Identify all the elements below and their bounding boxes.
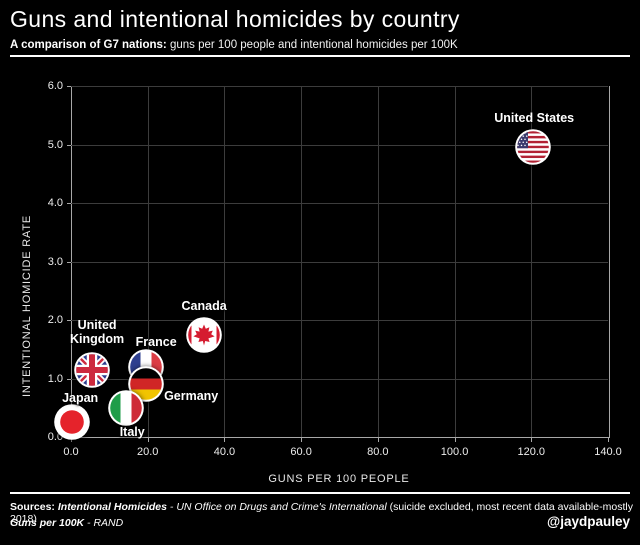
x-tick-100 xyxy=(454,438,456,442)
gridline-y-5 xyxy=(71,144,608,146)
country-label-united-kingdom: United Kingdom xyxy=(70,317,125,346)
de-flag-icon xyxy=(128,366,164,403)
us-flag-icon xyxy=(515,128,551,165)
x-tick-140 xyxy=(608,438,609,442)
x-tick-0 xyxy=(71,438,72,442)
x-tick-label: 100.0 xyxy=(440,446,469,458)
gridline-x-120 xyxy=(531,86,533,437)
x-tick-label: 60.0 xyxy=(290,446,312,458)
country-label-canada: Canada xyxy=(181,298,227,313)
sources-label: Sources: xyxy=(10,501,55,513)
x-tick-20 xyxy=(147,438,149,442)
source2-org: RAND xyxy=(93,517,124,529)
y-tick-3 xyxy=(67,261,71,263)
x-tick-label: 120.0 xyxy=(517,446,546,458)
source1-note: (suicide excluded, most recent data avai… xyxy=(10,501,633,525)
x-axis-title: GUNS PER 100 PEOPLE xyxy=(268,473,410,485)
gridline-y-3 xyxy=(71,261,608,263)
country-label-france: France xyxy=(135,334,177,349)
x-tick-label: 40.0 xyxy=(213,446,236,458)
y-tick-label: 1.0 xyxy=(47,372,63,385)
gridline-x-80 xyxy=(377,86,379,437)
x-tick-80 xyxy=(377,438,379,442)
page-subtitle: A comparison of G7 nations: guns per 100… xyxy=(10,39,458,51)
y-tick-6 xyxy=(67,86,71,87)
page-title: Guns and intentional homicides by countr… xyxy=(10,6,460,32)
gridline-y-6 xyxy=(71,86,608,87)
y-tick-label: 4.0 xyxy=(47,197,63,209)
footer-source-line-1: Sources: Intentional Homicides - UN Offi… xyxy=(10,501,640,525)
country-label-united-states: United States xyxy=(494,110,575,125)
author-handle: @jaydpauley xyxy=(547,514,630,529)
country-label-japan: Japan xyxy=(62,390,99,405)
gridline-x-60 xyxy=(301,86,303,437)
x-tick-40 xyxy=(224,438,226,442)
y-axis-title: INTENTIONAL HOMICIDE RATE xyxy=(21,215,33,397)
source2-sep: - xyxy=(84,517,94,529)
gridline-x-20 xyxy=(147,86,149,437)
source1-sep: - xyxy=(166,501,177,513)
ca-flag-icon xyxy=(186,316,222,353)
gridline-y-2 xyxy=(71,320,608,321)
source1-org: UN Office on Drugs and Crime's Internati… xyxy=(176,501,387,513)
uk-flag-icon xyxy=(74,351,110,388)
country-label-germany: Germany xyxy=(164,389,219,404)
y-tick-label: 0.0 xyxy=(47,431,63,443)
y-tick-4 xyxy=(67,203,71,204)
gridline-x-100 xyxy=(454,86,456,437)
country-label-italy: Italy xyxy=(119,424,145,439)
it-flag-icon xyxy=(108,389,144,426)
gridline-x-40 xyxy=(224,86,226,437)
y-tick-1 xyxy=(67,378,71,380)
jp-flag-icon xyxy=(54,403,90,440)
x-tick-label: 140.0 xyxy=(594,446,622,458)
x-tick-label: 0.0 xyxy=(63,446,79,458)
y-tick-label: 5.0 xyxy=(47,138,63,151)
x-tick-label: 20.0 xyxy=(136,446,159,458)
y-tick-label: 6.0 xyxy=(47,80,63,92)
x-tick-120 xyxy=(531,438,533,442)
footer-divider xyxy=(10,492,630,494)
source1-name: Intentional Homicides xyxy=(57,501,167,513)
x-tick-60 xyxy=(301,438,303,442)
subtitle-bold-text: A comparison of G7 nations: xyxy=(10,39,167,51)
footer-source-line-2: Guns per 100K - RAND xyxy=(10,517,123,529)
y-tick-2 xyxy=(67,320,71,321)
x-tick-label: 80.0 xyxy=(367,446,389,458)
y-tick-label: 3.0 xyxy=(47,255,63,268)
y-tick-5 xyxy=(67,144,71,146)
gridline-y-1 xyxy=(71,378,608,380)
subtitle-rest-text: guns per 100 people and intentional homi… xyxy=(166,39,458,51)
header-divider xyxy=(10,55,630,57)
y-tick-label: 2.0 xyxy=(47,314,63,326)
gridline-y-4 xyxy=(71,203,608,204)
source2-name: Guns per 100K xyxy=(10,517,85,529)
